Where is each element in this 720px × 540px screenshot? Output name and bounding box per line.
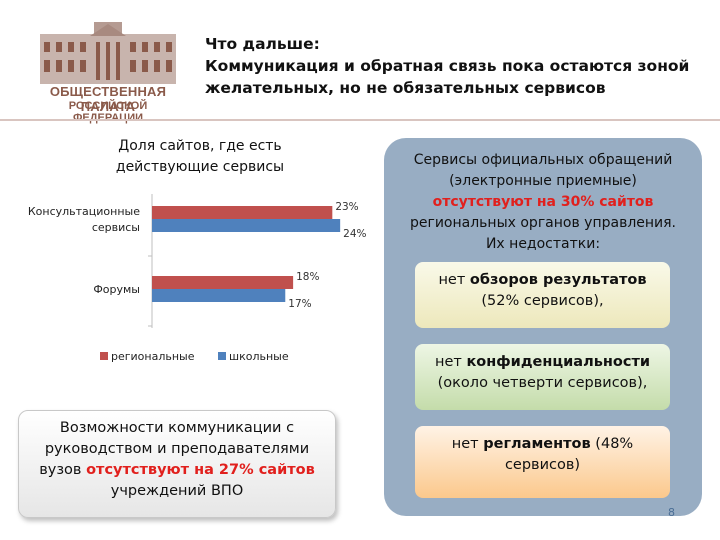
drawback-box-regulations: нет регламентов (48% сервисов) bbox=[415, 426, 670, 498]
drawback-1-pre: нет bbox=[438, 272, 470, 288]
header-divider bbox=[0, 119, 720, 121]
info-box-universities: Возможности коммуникации с руководством … bbox=[18, 410, 336, 518]
legend-label: региональные bbox=[111, 350, 195, 363]
bar-school bbox=[152, 219, 341, 232]
services-panel-text: Сервисы официальных обращений (электронн… bbox=[392, 150, 694, 255]
panel-line4: региональных органов управления. bbox=[409, 215, 677, 231]
bar-school bbox=[152, 289, 286, 302]
box-line3-pre: вузов bbox=[39, 462, 87, 478]
panel-line2: (электронные приемные) bbox=[449, 173, 637, 189]
panel-line3-highlight: отсутствуют на 30% сайтов bbox=[432, 194, 654, 210]
bar-chart: Консультационные сервисы 23% 24% Форумы 18% 17… bbox=[28, 194, 367, 363]
drawback-1-line2: (52% сервисов), bbox=[481, 293, 604, 309]
legend-swatch bbox=[100, 352, 108, 360]
drawback-box-confidentiality: нет конфиденциальности (около четверти с… bbox=[415, 344, 670, 410]
data-label: 17% bbox=[288, 298, 311, 310]
drawback-2-bold: конфиденциальности bbox=[466, 354, 651, 370]
title-line1: Что дальше: bbox=[205, 35, 320, 53]
box-line1: Возможности коммуникации с bbox=[59, 420, 295, 436]
chart-title: Доля сайтов, где есть действующие сервис… bbox=[90, 136, 310, 178]
data-label: 24% bbox=[343, 228, 366, 240]
bar-regional bbox=[152, 206, 333, 219]
category-label: сервисы bbox=[92, 221, 140, 234]
page-number: 8 bbox=[668, 506, 675, 519]
box-line3: вузов отсутствуют на 27% сайтов bbox=[19, 460, 335, 481]
logo-line2: РОССИЙСКОЙ ФЕДЕРАЦИИ bbox=[68, 100, 148, 124]
drawback-3-pre: нет bbox=[451, 436, 484, 452]
title-line3: желательных, но не обязательных сервисов bbox=[205, 79, 606, 97]
drawback-2-line2: (около четверти сервисов), bbox=[437, 375, 648, 391]
panel-line5: Их недостатки: bbox=[485, 236, 601, 252]
panel-line1: Сервисы официальных обращений bbox=[413, 152, 673, 168]
category-label: Консультационные bbox=[28, 205, 140, 218]
chart-title-line1: Доля сайтов, где есть bbox=[118, 138, 282, 154]
category-label: Форумы bbox=[93, 283, 140, 296]
title-line2: Коммуникация и обратная связь пока остаю… bbox=[205, 57, 690, 75]
box-line3-highlight: отсутствуют на 27% сайтов bbox=[86, 462, 315, 478]
drawback-2-pre: нет bbox=[434, 354, 467, 370]
legend-swatch bbox=[218, 352, 226, 360]
drawback-box-reviews: нет обзоров результатов (52% сервисов), bbox=[415, 262, 670, 328]
box-line4: учреждений ВПО bbox=[110, 483, 244, 499]
drawback-1-line1: нет обзоров результатов bbox=[415, 270, 670, 291]
bar-regional bbox=[152, 276, 294, 289]
drawback-2-line1: нет конфиденциальности bbox=[415, 352, 670, 373]
chart-title-line2: действующие сервисы bbox=[115, 159, 285, 175]
data-label: 18% bbox=[296, 271, 319, 283]
box-line2: руководством и преподавателями bbox=[44, 441, 310, 457]
drawback-3-line2: сервисов) bbox=[504, 457, 581, 473]
logo: ОБЩЕСТВЕННАЯ ПАЛАТА РОССИЙСКОЙ ФЕДЕРАЦИИ bbox=[34, 20, 182, 124]
logo-line1: ОБЩЕСТВЕННАЯ ПАЛАТА bbox=[49, 84, 167, 114]
building-icon bbox=[40, 22, 176, 84]
drawback-1-bold: обзоров результатов bbox=[469, 272, 647, 288]
drawback-3-pct: (48% bbox=[590, 436, 634, 452]
drawback-3-bold: регламентов bbox=[483, 436, 591, 452]
drawback-3-line1: нет регламентов (48% bbox=[415, 434, 670, 455]
page-title: Что дальше: Коммуникация и обратная связ… bbox=[205, 33, 705, 99]
data-label: 23% bbox=[335, 201, 358, 213]
legend-label: школьные bbox=[229, 350, 289, 363]
